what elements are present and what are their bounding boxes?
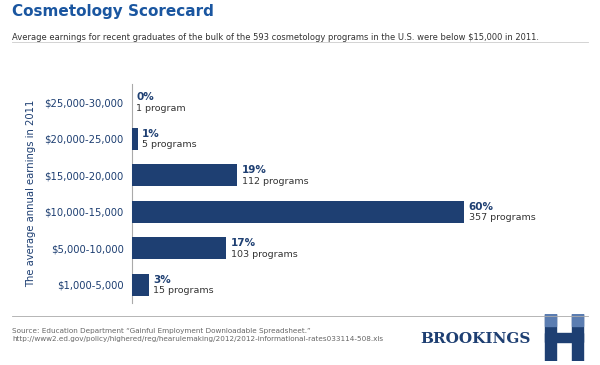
Text: 15 programs: 15 programs [153, 286, 214, 295]
Text: 1%: 1% [142, 129, 160, 139]
Bar [572, 314, 583, 361]
Text: 17%: 17% [230, 238, 256, 249]
Text: Source: Education Department “Gainful Employment Downloadable Spreadsheet.”
http: Source: Education Department “Gainful Em… [12, 328, 383, 342]
Bar [545, 333, 583, 342]
Bar [132, 201, 464, 223]
Text: 60%: 60% [469, 202, 494, 212]
Text: 0%: 0% [136, 92, 154, 103]
Text: 3%: 3% [153, 275, 171, 285]
Text: 112 programs: 112 programs [242, 177, 308, 185]
Text: 5 programs: 5 programs [142, 140, 197, 149]
Text: 357 programs: 357 programs [469, 213, 535, 222]
Text: 19%: 19% [242, 165, 266, 176]
Bar [132, 128, 137, 150]
Bar [545, 314, 556, 326]
Bar [132, 164, 237, 186]
Bar [132, 274, 149, 296]
Text: Cosmetology Scorecard: Cosmetology Scorecard [12, 4, 214, 19]
Text: 1 program: 1 program [136, 104, 186, 112]
Bar [572, 314, 583, 326]
Bar [545, 314, 556, 361]
Y-axis label: The average annual earnings in 2011: The average annual earnings in 2011 [26, 100, 36, 287]
Text: BROOKINGS: BROOKINGS [420, 333, 530, 346]
Bar [132, 237, 226, 259]
Text: 103 programs: 103 programs [230, 250, 298, 258]
Text: Average earnings for recent graduates of the bulk of the 593 cosmetology program: Average earnings for recent graduates of… [12, 33, 539, 42]
